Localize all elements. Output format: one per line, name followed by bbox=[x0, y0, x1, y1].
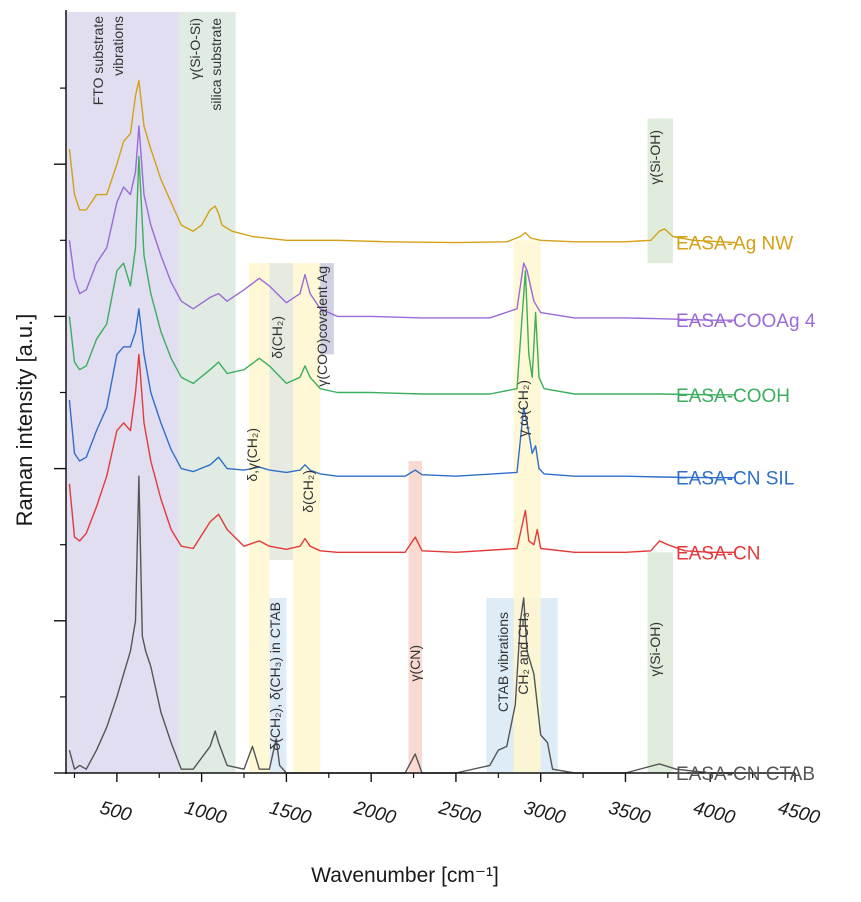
series-layer bbox=[68, 79, 736, 774]
series-line-4 bbox=[68, 353, 736, 553]
x-tick-label-0: 500 bbox=[98, 798, 134, 827]
band-label-coo: γ(COO)covalent Ag bbox=[314, 266, 330, 387]
series-label-0: EASA-Ag NW bbox=[676, 234, 793, 255]
band-3 bbox=[269, 263, 294, 560]
band-label-ctab-vib: CTAB vibrations bbox=[495, 612, 511, 712]
band-2 bbox=[249, 263, 270, 773]
band-label-cn: γ(CN) bbox=[407, 645, 423, 682]
band-label-dg-ch2: δ,γ(CH₂) bbox=[244, 428, 260, 482]
x-tick-label-6: 3500 bbox=[606, 798, 653, 829]
band-5 bbox=[269, 597, 287, 773]
series-label-2: EASA-COOH bbox=[676, 386, 790, 407]
series-label-3: EASA-CN SIL bbox=[676, 469, 794, 490]
band-label-ctab-ch: δ(CH₂), δ(CH₃) in CTAB bbox=[267, 602, 283, 751]
x-tick-label-2: 1500 bbox=[267, 798, 314, 829]
series-line-5 bbox=[68, 475, 736, 774]
band-label-ch2-ch3: CH₂ and CH₃ bbox=[515, 612, 531, 695]
labels-layer: EASA-Ag NW EASA-COOAg 4 EASA-COOH EASA-CN S… bbox=[90, 16, 816, 785]
series-line-2 bbox=[68, 155, 736, 396]
x-axis-title: Wavenumber [cm⁻¹] bbox=[311, 864, 499, 887]
band-layer bbox=[66, 12, 673, 774]
series-label-1: EASA-COOAg 4 bbox=[676, 311, 816, 332]
band-11 bbox=[647, 552, 673, 773]
band-label-ch3: δ(CH₂) bbox=[269, 316, 285, 359]
band-label-d-ch2: δ(CH₂) bbox=[300, 470, 316, 513]
band-label-sioh-bottom: γ(Si-OH) bbox=[647, 622, 663, 676]
band-label-fto-line1: FTO substrate bbox=[90, 16, 106, 105]
band-0 bbox=[66, 12, 180, 773]
series-line-3 bbox=[68, 308, 736, 479]
x-tick-label-5: 3000 bbox=[521, 798, 568, 829]
series-label-4: EASA-CN bbox=[676, 543, 760, 564]
band-label-sios-line1: γ(Si-O-Si) bbox=[187, 18, 203, 79]
band-label-sioh-top: γ(Si-OH) bbox=[647, 130, 663, 184]
x-tick-label-3: 2000 bbox=[351, 797, 399, 829]
x-tick-label-4: 2500 bbox=[436, 797, 484, 829]
band-label-sios-line2: silica substrate bbox=[208, 18, 224, 111]
band-4 bbox=[293, 263, 321, 773]
x-tick-label-8: 4500 bbox=[776, 798, 823, 829]
band-6 bbox=[320, 263, 334, 355]
x-tick-label-7: 4000 bbox=[691, 798, 738, 829]
x-tick-label-1: 1000 bbox=[182, 798, 229, 829]
band-label-fto-line2: vibrations bbox=[110, 16, 126, 76]
y-axis-title: Raman intensity [a.u.] bbox=[12, 314, 37, 527]
band-1 bbox=[179, 12, 236, 773]
band-7 bbox=[408, 460, 423, 773]
band-label-gw-ch2: γ,ω(CH₂) bbox=[515, 380, 531, 437]
series-line-0 bbox=[68, 79, 736, 244]
series-label-5: EASA-CN CTAB bbox=[676, 764, 815, 785]
series-line-1 bbox=[68, 125, 736, 321]
